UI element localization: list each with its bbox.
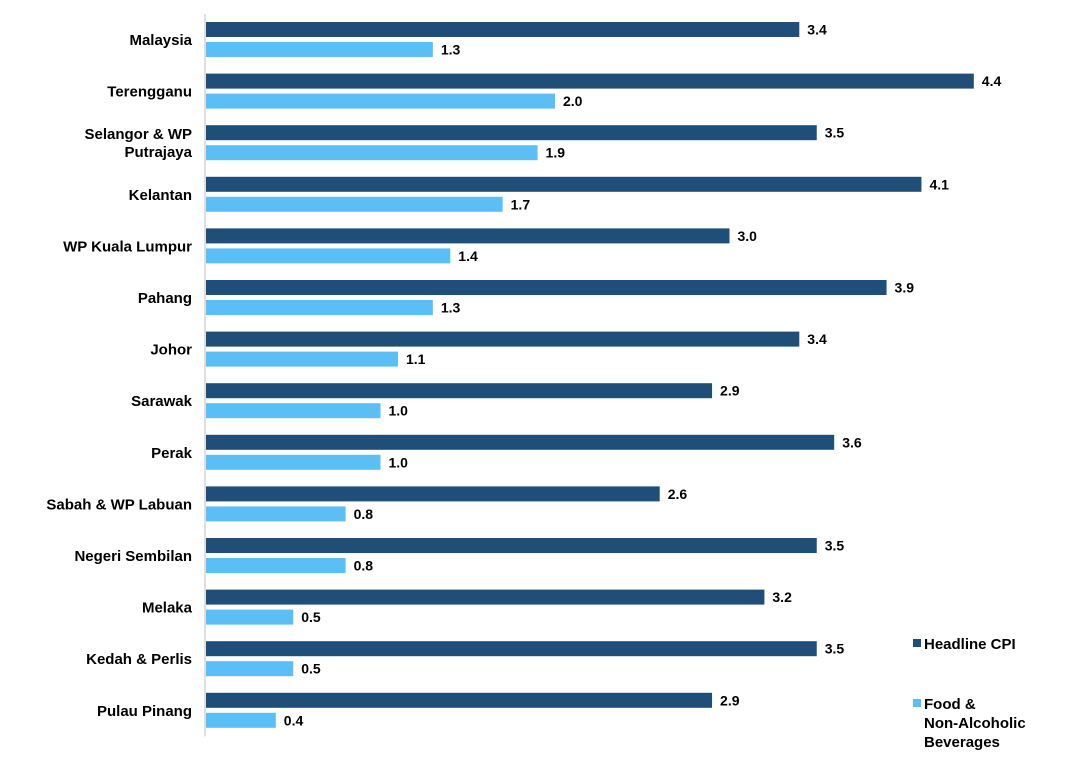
category-label: Terengganu	[107, 84, 192, 101]
category-label: Negeri Sembilan	[74, 548, 192, 565]
category-label: Sarawak	[131, 393, 193, 410]
bar-food-beverages	[206, 609, 294, 625]
data-label: 3.0	[738, 228, 758, 244]
legend-swatch	[913, 699, 921, 707]
data-label: 2.6	[668, 486, 688, 502]
category-label: Perak	[151, 445, 193, 462]
category-label: Malaysia	[129, 32, 192, 49]
category-label: WP Kuala Lumpur	[63, 238, 192, 255]
data-label: 0.8	[354, 506, 374, 522]
legend-label: Headline CPI	[924, 636, 1016, 653]
bar-headline-cpi	[206, 641, 817, 657]
bar-headline-cpi	[206, 73, 974, 89]
data-label: 2.0	[563, 93, 583, 109]
data-label: 1.0	[389, 454, 409, 470]
labels-layer: Malaysia Terengganu Selangor & WP Putrajaya…	[46, 22, 1001, 729]
data-label: 2.9	[720, 383, 740, 399]
category-label: Selangor & WP Putrajaya	[84, 126, 192, 161]
bar-headline-cpi	[206, 383, 713, 399]
data-label: 1.3	[441, 42, 461, 58]
category-label: Pahang	[138, 290, 192, 307]
data-label: 1.9	[546, 145, 566, 161]
bar-food-beverages	[206, 506, 346, 522]
bar-food-beverages	[206, 145, 538, 161]
category-label: Johor	[150, 342, 192, 359]
bar-headline-cpi	[206, 228, 730, 244]
bar-headline-cpi	[206, 538, 817, 553]
data-label: 4.4	[982, 73, 1002, 89]
bar-food-beverages	[206, 558, 346, 573]
data-label: 3.5	[825, 538, 845, 554]
bar-headline-cpi	[206, 589, 765, 605]
data-label: 1.0	[389, 403, 409, 419]
bar-headline-cpi	[206, 331, 800, 347]
bar-headline-cpi	[206, 692, 713, 708]
bars-layer	[206, 22, 974, 728]
category-label: Melaka	[142, 600, 193, 617]
bar-headline-cpi	[206, 280, 887, 295]
bar-headline-cpi	[206, 176, 922, 192]
category-label: Kelantan	[129, 187, 192, 204]
bar-food-beverages	[206, 403, 381, 419]
bar-food-beverages	[206, 300, 433, 315]
data-label: 2.9	[720, 692, 740, 708]
bar-food-beverages	[206, 248, 451, 264]
data-label: 1.7	[511, 196, 531, 212]
data-label: 3.5	[825, 641, 845, 657]
data-label: 0.5	[301, 609, 321, 625]
data-label: 4.1	[929, 176, 949, 192]
data-label: 1.1	[406, 351, 426, 367]
data-label: 3.4	[807, 331, 827, 347]
legend: Headline CPI Food & Non-Alcoholic Beverages	[913, 636, 1026, 751]
category-label: Pulau Pinang	[97, 703, 192, 720]
bar-food-beverages	[206, 93, 555, 109]
bar-headline-cpi	[206, 486, 660, 502]
data-label: 3.2	[772, 589, 792, 605]
data-label: 0.4	[284, 712, 304, 728]
bar-food-beverages	[206, 661, 294, 677]
data-label: 3.6	[842, 434, 862, 450]
category-label: Sabah & WP Labuan	[46, 496, 192, 513]
legend-swatch	[913, 639, 921, 647]
data-label: 3.5	[825, 125, 845, 141]
data-label: 1.4	[458, 248, 478, 264]
data-label: 1.3	[441, 300, 461, 316]
data-label: 3.4	[807, 22, 827, 38]
bar-headline-cpi	[206, 125, 817, 141]
category-label: Kedah & Perlis	[86, 651, 192, 668]
bar-food-beverages	[206, 196, 503, 212]
legend-label: Food & Non-Alcoholic Beverages	[924, 696, 1026, 751]
data-label: 0.8	[354, 558, 374, 574]
bar-food-beverages	[206, 712, 276, 728]
data-label: 0.5	[301, 661, 321, 677]
bar-headline-cpi	[206, 22, 800, 37]
data-label: 3.9	[895, 280, 915, 296]
bar-headline-cpi	[206, 434, 835, 450]
bar-food-beverages	[206, 454, 381, 470]
bar-food-beverages	[206, 42, 433, 57]
bar-food-beverages	[206, 351, 398, 367]
